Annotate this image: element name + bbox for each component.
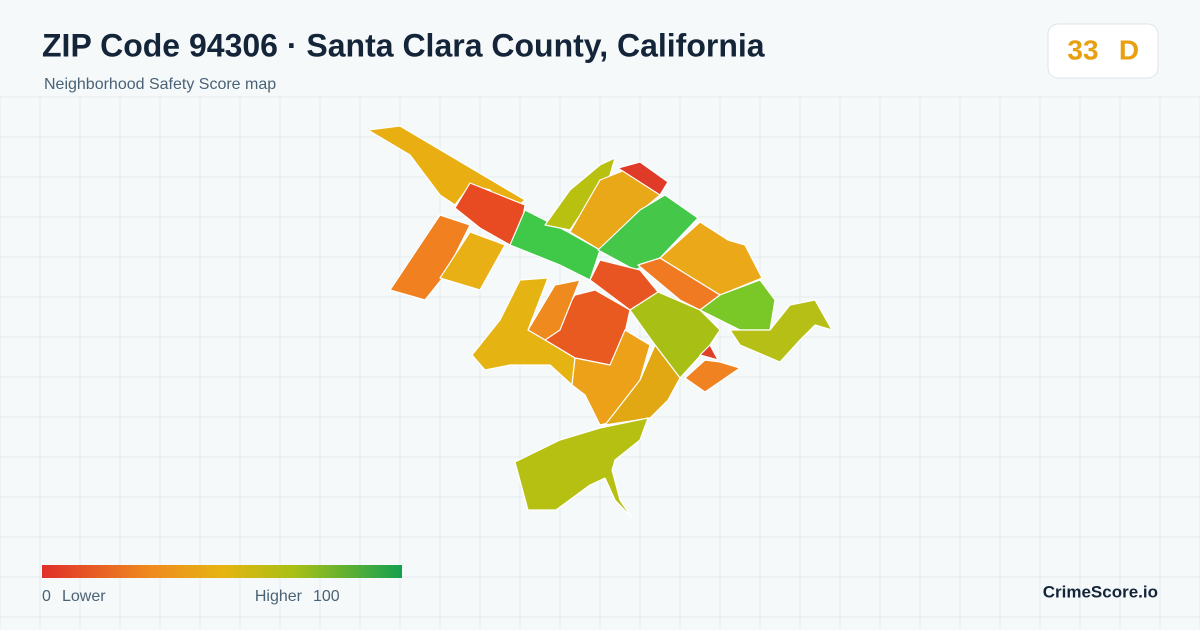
- area: [471, 277, 576, 386]
- area: [514, 417, 649, 519]
- legend-min: 0: [42, 588, 51, 605]
- legend-max: 100: [313, 588, 340, 605]
- score: 33: [1067, 34, 1098, 65]
- grid: [0, 96, 1200, 630]
- area: [699, 344, 719, 361]
- area: [729, 299, 833, 363]
- area: [544, 157, 616, 231]
- legend-min-label: Lower: [62, 588, 106, 605]
- legend-bar: [42, 565, 402, 578]
- subtitle: Neighborhood Safety Score map: [44, 76, 276, 93]
- area: [604, 344, 681, 426]
- area: [589, 259, 659, 311]
- area: [389, 214, 471, 301]
- grade: D: [1119, 34, 1139, 65]
- brand: CrimeScore.io: [1043, 582, 1158, 601]
- title: ZIP Code 94306 · Santa Clara County, Cal…: [42, 27, 765, 63]
- map: [367, 125, 833, 519]
- area: [684, 359, 741, 393]
- score-box: [1047, 23, 1159, 79]
- area: [439, 231, 506, 291]
- legend-max-label: Higher: [255, 588, 303, 605]
- area: [617, 161, 669, 196]
- area: [571, 329, 651, 426]
